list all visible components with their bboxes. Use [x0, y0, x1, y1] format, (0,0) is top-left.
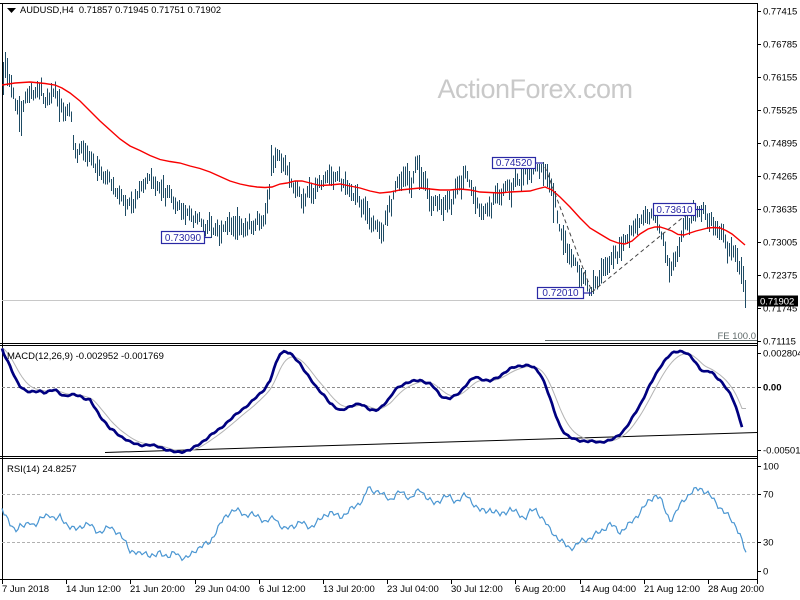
svg-text:AUDUSD,H4 0.71857 0.71945 0.7: AUDUSD,H4 0.71857 0.71945 0.71751 0.7190…: [20, 5, 221, 15]
svg-text:0: 0: [763, 567, 768, 578]
svg-text:21 Jun 20:00: 21 Jun 20:00: [130, 584, 185, 595]
svg-text:7 Jun 2018: 7 Jun 2018: [2, 584, 49, 595]
svg-text:ActionForex.com: ActionForex.com: [437, 74, 632, 104]
svg-text:0.71115: 0.71115: [763, 337, 796, 348]
svg-text:0.76155: 0.76155: [763, 73, 797, 84]
svg-text:0.71745: 0.71745: [763, 304, 797, 315]
svg-text:29 Jun 04:00: 29 Jun 04:00: [195, 584, 250, 595]
svg-text:70: 70: [763, 490, 774, 501]
svg-text:0.72010: 0.72010: [542, 288, 579, 299]
svg-text:23 Jul 04:00: 23 Jul 04:00: [387, 584, 439, 595]
svg-text:6 Aug 20:00: 6 Aug 20:00: [515, 584, 566, 595]
svg-text:0.72375: 0.72375: [763, 271, 797, 282]
svg-text:0.002804: 0.002804: [763, 349, 800, 360]
svg-text:13 Jul 20:00: 13 Jul 20:00: [323, 584, 375, 595]
svg-text:30 Jul 12:00: 30 Jul 12:00: [451, 584, 503, 595]
svg-text:0.73610: 0.73610: [656, 205, 693, 216]
svg-text:0.76785: 0.76785: [763, 40, 797, 51]
svg-text:28 Aug 20:00: 28 Aug 20:00: [708, 584, 764, 595]
svg-text:14 Aug 04:00: 14 Aug 04:00: [580, 584, 636, 595]
svg-text:100: 100: [763, 462, 779, 473]
svg-text:0.73005: 0.73005: [763, 238, 797, 249]
svg-text:0.73635: 0.73635: [763, 205, 797, 216]
svg-text:0.74520: 0.74520: [496, 158, 533, 169]
svg-text:0.00: 0.00: [763, 383, 782, 394]
svg-text:FE 100.0: FE 100.0: [717, 331, 756, 342]
svg-text:0.71902: 0.71902: [760, 297, 794, 308]
svg-text:30: 30: [763, 538, 774, 549]
svg-text:14 Jun 12:00: 14 Jun 12:00: [66, 584, 121, 595]
svg-text:0.74895: 0.74895: [763, 139, 797, 150]
svg-text:0.75525: 0.75525: [763, 106, 797, 117]
svg-text:0.73090: 0.73090: [165, 233, 202, 244]
svg-text:0.74265: 0.74265: [763, 172, 797, 183]
svg-text:MACD(12,26,9) -0.002952 -0.001: MACD(12,26,9) -0.002952 -0.001769: [7, 351, 164, 362]
svg-text:0.77415: 0.77415: [763, 7, 797, 18]
svg-text:-0.005019: -0.005019: [763, 446, 800, 457]
svg-text:6 Jul 12:00: 6 Jul 12:00: [259, 584, 305, 595]
svg-text:RSI(14) 24.8257: RSI(14) 24.8257: [7, 464, 77, 475]
svg-text:21 Aug 12:00: 21 Aug 12:00: [644, 584, 700, 595]
